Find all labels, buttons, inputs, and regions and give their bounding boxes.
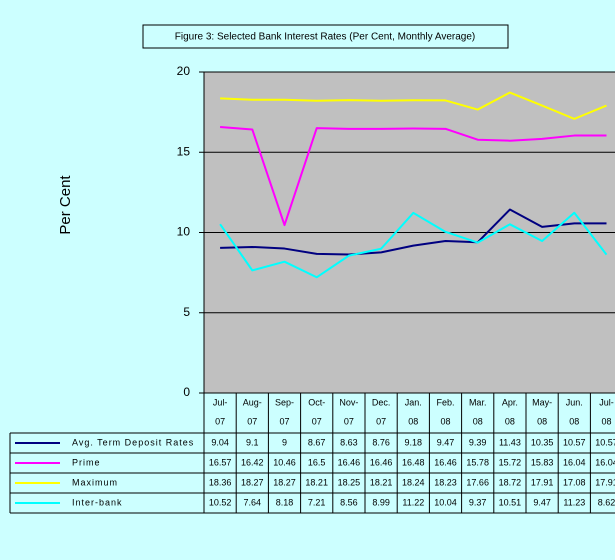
series-line <box>220 126 607 227</box>
table-value: 10.52 <box>209 497 232 507</box>
x-tick-label: Oct- <box>308 397 325 407</box>
y-tick-label: 0 <box>183 385 190 399</box>
table-value: 11.23 <box>563 497 585 507</box>
x-tick-label: Feb. <box>436 397 454 407</box>
x-tick-label: Nov- <box>339 397 358 407</box>
table-value: 10.51 <box>499 497 522 507</box>
table-value: 7.21 <box>308 497 326 507</box>
chart-title: Figure 3: Selected Bank Interest Rates (… <box>175 32 476 43</box>
y-tick-label: 20 <box>177 64 191 78</box>
table-value: 10.46 <box>273 457 296 467</box>
x-tick-label: Jul- <box>213 397 228 407</box>
x-tick-label: Sep- <box>275 397 294 407</box>
x-tick-label: 08 <box>601 416 611 426</box>
table-value: 18.27 <box>273 477 296 487</box>
x-tick-label: Aug- <box>243 397 262 407</box>
table-value: 9.37 <box>469 497 487 507</box>
table-value: 16.42 <box>241 457 264 467</box>
table-value: 16.46 <box>434 457 457 467</box>
table-value: 16.57 <box>209 457 232 467</box>
title-box <box>142 24 509 49</box>
y-tick-label: 10 <box>177 225 191 239</box>
x-tick-label: Jan. <box>405 397 422 407</box>
table-value: 16.46 <box>338 457 361 467</box>
table-value: 8.62 <box>598 497 615 507</box>
table-value: 11.43 <box>499 437 521 447</box>
legend-label: Maximum <box>72 477 118 487</box>
table-value: 17.66 <box>466 477 489 487</box>
table-value: 9.39 <box>469 437 487 447</box>
x-tick-label: Jul- <box>599 397 614 407</box>
x-tick-label: 07 <box>247 416 257 426</box>
table-value: 8.67 <box>308 437 326 447</box>
series-line <box>220 208 607 256</box>
table-value: 9.1 <box>246 437 259 447</box>
x-tick-label: 07 <box>376 416 386 426</box>
table-value: 9.47 <box>533 497 551 507</box>
x-tick-label: Dec. <box>372 397 391 407</box>
x-tick-label: 08 <box>537 416 547 426</box>
table-value: 16.04 <box>563 457 586 467</box>
table-value: 10.04 <box>434 497 457 507</box>
y-axis-label: Per Cent <box>57 175 74 235</box>
table-value: 9.18 <box>405 437 423 447</box>
x-tick-label: 08 <box>505 416 515 426</box>
table-value: 10.57 <box>595 437 615 447</box>
table-value: 18.24 <box>402 477 425 487</box>
table-value: 11.22 <box>402 497 424 507</box>
table-value: 7.64 <box>244 497 262 507</box>
y-tick-label: 5 <box>183 305 190 319</box>
x-tick-label: 08 <box>440 416 450 426</box>
table-value: 9.47 <box>437 437 455 447</box>
table-value: 16.5 <box>308 457 326 467</box>
x-tick-label: May- <box>532 397 552 407</box>
table-value: 15.72 <box>499 457 522 467</box>
table-value: 18.23 <box>434 477 457 487</box>
table-value: 15.78 <box>466 457 489 467</box>
table-value: 9 <box>282 437 287 447</box>
table-value: 18.21 <box>370 477 393 487</box>
x-tick-label: 07 <box>215 416 225 426</box>
table-value: 17.91 <box>531 477 554 487</box>
table-value: 8.99 <box>372 497 390 507</box>
x-tick-label: 07 <box>344 416 354 426</box>
x-tick-label: 08 <box>569 416 579 426</box>
table-value: 18.25 <box>338 477 361 487</box>
y-tick-label: 15 <box>177 144 191 158</box>
x-tick-label: Mar. <box>469 397 487 407</box>
table-value: 8.63 <box>340 437 358 447</box>
x-tick-label: 07 <box>312 416 322 426</box>
table-value: 17.08 <box>563 477 586 487</box>
table-value: 16.04 <box>595 457 615 467</box>
table-value: 8.18 <box>276 497 294 507</box>
x-tick-label: Apr. <box>502 397 518 407</box>
table-value: 10.35 <box>531 437 554 447</box>
x-tick-label: Jun. <box>566 397 583 407</box>
series-line <box>219 211 608 279</box>
table-value: 16.46 <box>370 457 393 467</box>
x-tick-label: 08 <box>408 416 418 426</box>
table-value: 17.91 <box>595 477 615 487</box>
table-value: 8.76 <box>372 437 390 447</box>
table-value: 18.27 <box>241 477 264 487</box>
table-value: 9.04 <box>211 437 229 447</box>
legend-label: Prime <box>72 457 101 467</box>
series-line <box>220 91 607 120</box>
table-value: 16.48 <box>402 457 425 467</box>
legend-label: Avg. Term Deposit Rates <box>72 437 194 447</box>
table-value: 8.56 <box>340 497 358 507</box>
table-value: 18.72 <box>499 477 522 487</box>
table-value: 15.83 <box>531 457 554 467</box>
table-value: 18.21 <box>305 477 328 487</box>
table-value: 10.57 <box>563 437 586 447</box>
table-value: 18.36 <box>209 477 232 487</box>
x-tick-label: 08 <box>473 416 483 426</box>
x-tick-label: 07 <box>279 416 289 426</box>
legend-label: Inter-bank <box>72 497 123 507</box>
